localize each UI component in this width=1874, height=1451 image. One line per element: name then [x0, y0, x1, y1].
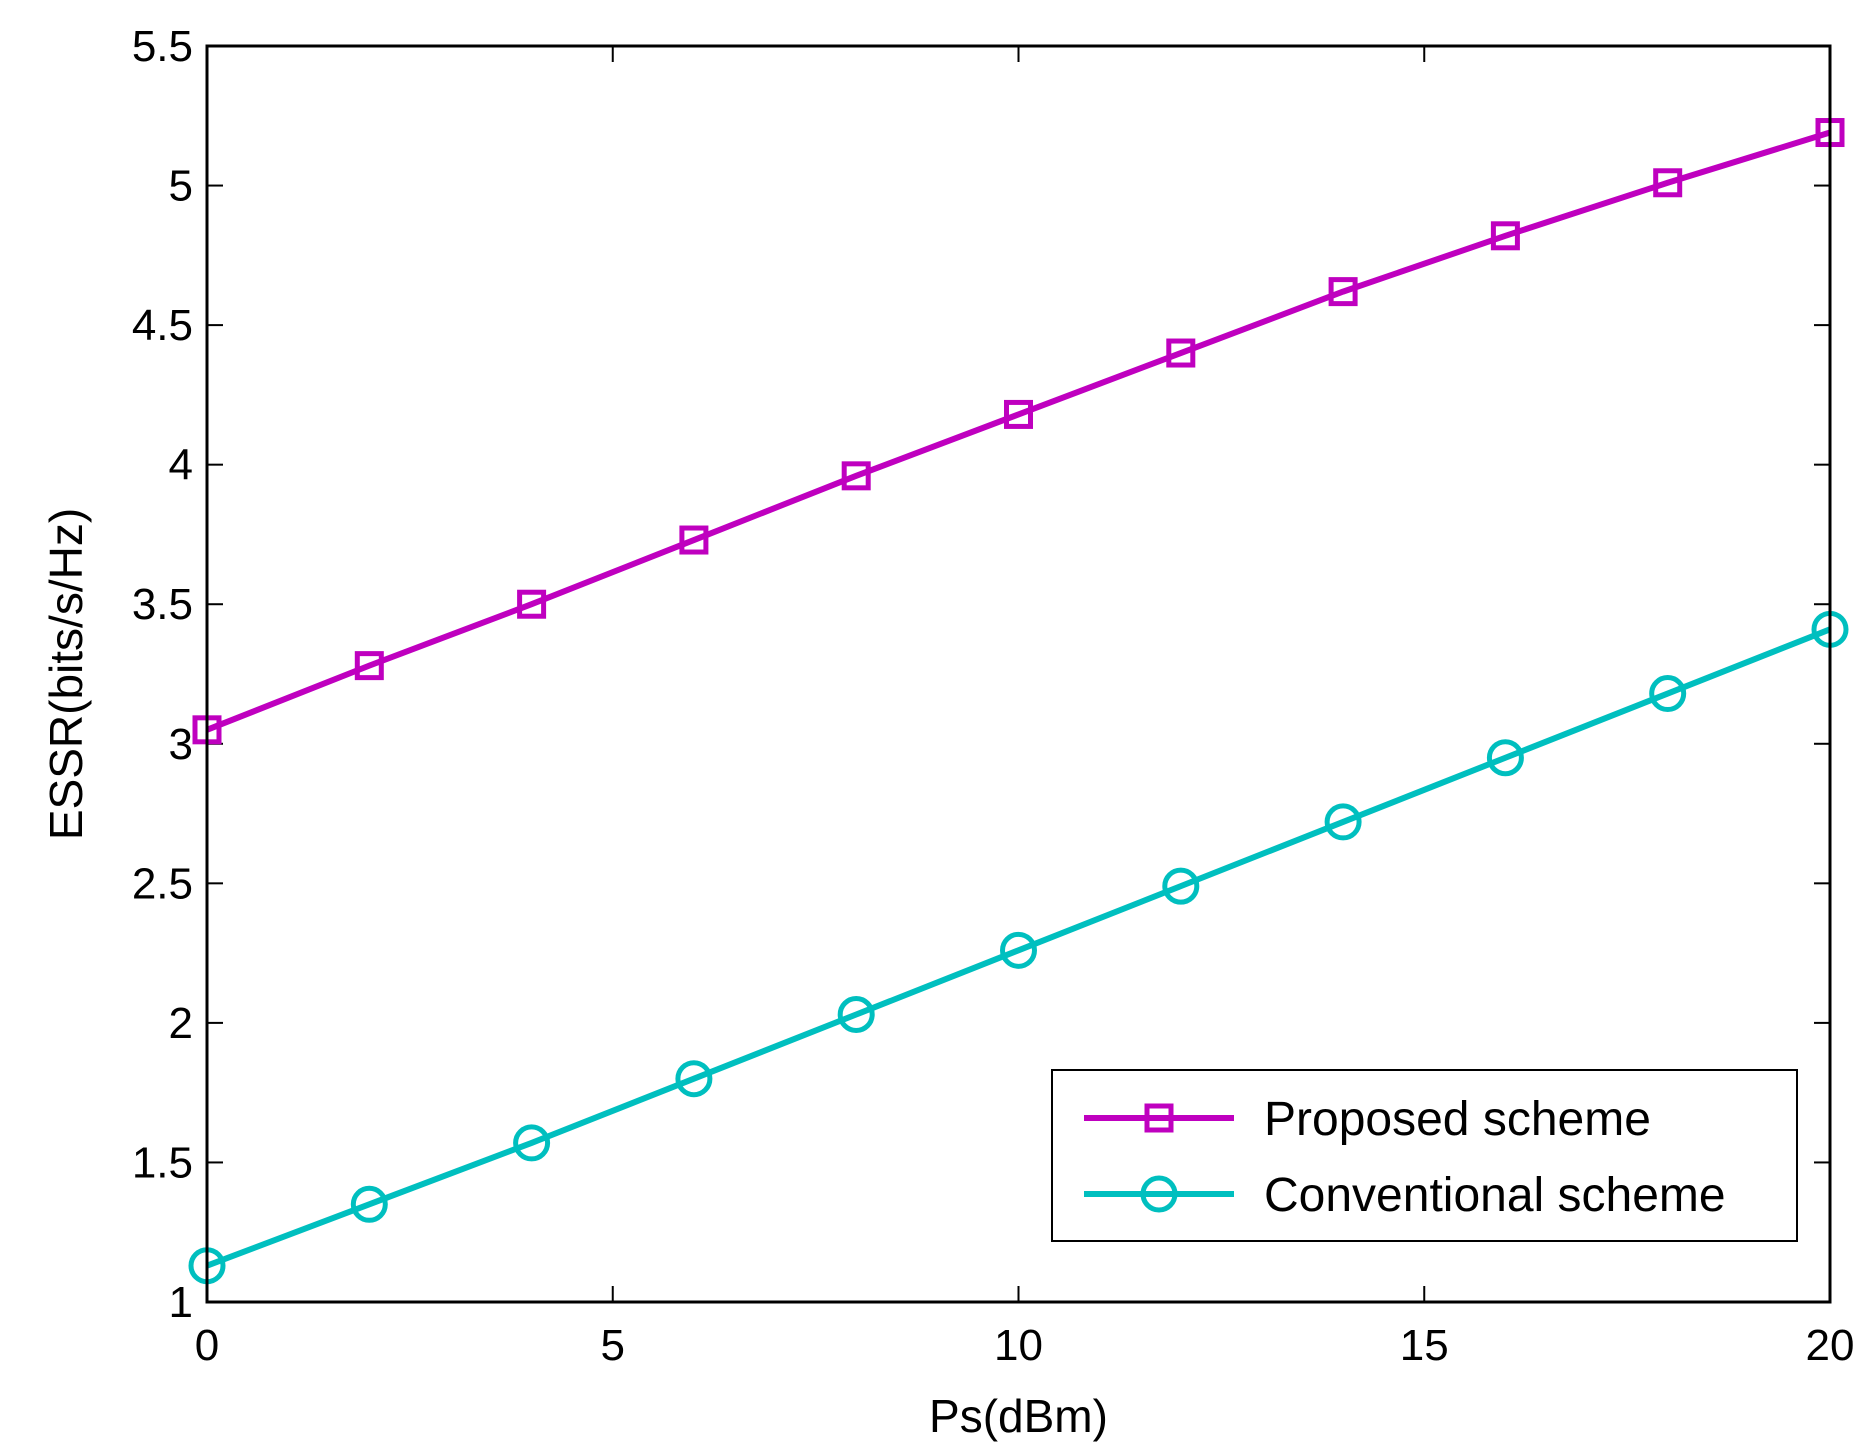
y-tick-label: 4 — [169, 441, 193, 490]
data-point — [1486, 739, 1524, 777]
x-tick-label: 10 — [994, 1321, 1043, 1370]
legend: Proposed scheme Conventional scheme — [1051, 1069, 1798, 1242]
series-line — [205, 626, 1832, 1269]
legend-entry: Proposed scheme — [1084, 1093, 1651, 1146]
y-tick-label: 5 — [169, 162, 193, 211]
y-axis-label: ESSR(bits/s/Hz) — [40, 508, 92, 840]
data-point — [1162, 867, 1200, 905]
legend-marker — [1144, 1103, 1174, 1133]
y-tick-label: 1 — [169, 1278, 193, 1327]
data-point — [841, 461, 871, 491]
data-point — [837, 996, 875, 1034]
series-2 — [188, 610, 1849, 1285]
legend-box — [1051, 1069, 1798, 1242]
legend-label: Conventional scheme — [1264, 1169, 1726, 1222]
y-tick-label: 4.5 — [132, 301, 193, 350]
data-point — [679, 525, 709, 555]
data-point — [1166, 338, 1196, 368]
data-point — [675, 1060, 713, 1098]
series-line — [205, 129, 1831, 733]
legend-entry: Conventional scheme — [1084, 1169, 1726, 1222]
data-point — [1004, 399, 1033, 429]
data-point — [354, 651, 384, 681]
x-tick-label: 0 — [195, 1321, 219, 1370]
x-axis-label: Ps(dBm) — [929, 1390, 1108, 1442]
data-point — [1324, 803, 1362, 841]
x-tick-label: 5 — [601, 1321, 625, 1370]
y-tick-label: 2.5 — [132, 859, 193, 908]
plot-frame — [205, 44, 1832, 1304]
y-tick-label: 2 — [169, 999, 193, 1048]
data-point — [1000, 931, 1037, 969]
axis-tick-labels: 0 5 10 15 20 1 1.5 2 2.5 3 3.5 4 4.5 5 5.5 — [132, 22, 1855, 1370]
data-point — [517, 589, 547, 619]
y-tick-label: 3 — [169, 720, 193, 769]
x-tick-label: 15 — [1400, 1321, 1449, 1370]
legend-marker — [1140, 1175, 1178, 1213]
data-point — [1490, 221, 1520, 251]
y-tick-label: 3.5 — [132, 580, 193, 629]
x-tick-label: 20 — [1806, 1321, 1855, 1370]
data-point — [1328, 277, 1358, 307]
data-point — [350, 1185, 388, 1223]
legend-label: Proposed scheme — [1264, 1093, 1651, 1146]
data-point — [1649, 675, 1687, 713]
y-tick-label: 1.5 — [132, 1138, 193, 1187]
data-point — [1653, 168, 1683, 198]
series-layer — [188, 118, 1849, 1285]
y-tick-label: 5.5 — [132, 22, 193, 71]
data-point — [513, 1124, 551, 1162]
